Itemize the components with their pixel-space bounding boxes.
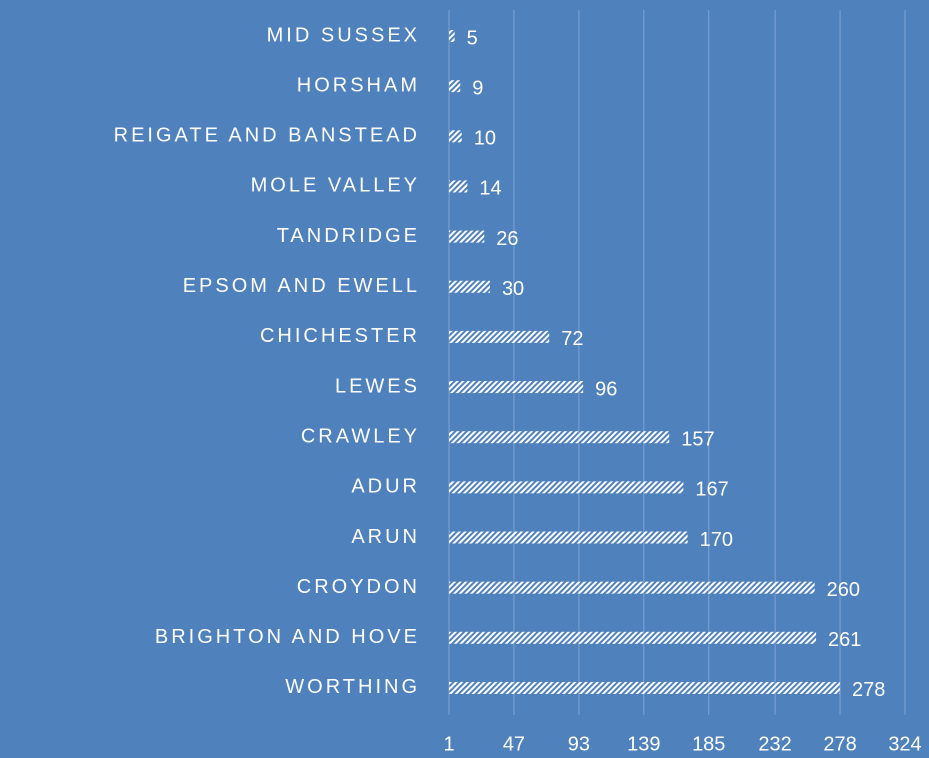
- value-label: 278: [852, 679, 885, 701]
- bar: [449, 381, 584, 394]
- y-tick-label: CROYDON: [297, 576, 420, 598]
- value-label: 167: [695, 479, 728, 501]
- bar: [449, 681, 841, 694]
- y-tick-label: MOLE VALLEY: [251, 175, 420, 197]
- value-label: 157: [681, 428, 714, 450]
- value-label: 30: [502, 278, 524, 300]
- y-tick-label: LEWES: [335, 375, 420, 397]
- x-tick-label: 185: [692, 733, 725, 755]
- bar: [449, 180, 468, 193]
- bar: [449, 330, 550, 343]
- y-tick-label: ADUR: [351, 476, 420, 498]
- bar: [449, 130, 462, 143]
- x-tick-label: 1: [443, 733, 454, 755]
- value-label: 72: [561, 328, 583, 350]
- x-tick-label: 93: [568, 733, 590, 755]
- bar: [449, 30, 455, 42]
- value-label: 260: [827, 579, 860, 601]
- bar: [449, 230, 485, 243]
- y-tick-label: HORSHAM: [297, 74, 420, 96]
- value-label: 10: [474, 128, 496, 150]
- y-tick-label: TANDRIDGE: [277, 225, 420, 247]
- y-tick-label: REIGATE AND BANSTEAD: [114, 125, 420, 147]
- x-tick-label: 232: [758, 733, 791, 755]
- bar: [449, 431, 670, 444]
- y-tick-label: MID SUSSEX: [267, 24, 420, 46]
- value-label: 26: [496, 228, 518, 250]
- x-tick-label: 324: [888, 733, 921, 755]
- y-tick-label: BRIGHTON AND HOVE: [155, 626, 420, 648]
- y-tick-label: CRAWLEY: [301, 425, 420, 447]
- bar: [449, 531, 688, 544]
- bar: [449, 481, 684, 494]
- value-label: 261: [828, 629, 861, 651]
- bar: [449, 581, 815, 594]
- bar: [449, 80, 461, 93]
- x-tick-label: 139: [627, 733, 660, 755]
- value-label: 9: [472, 77, 483, 99]
- value-label: 170: [700, 529, 733, 551]
- y-tick-label: WORTHING: [285, 676, 420, 698]
- value-label: 5: [467, 27, 478, 49]
- x-tick-label: 278: [823, 733, 856, 755]
- value-label: 96: [595, 378, 617, 400]
- value-label: 14: [479, 178, 501, 200]
- bar: [449, 631, 817, 644]
- y-tick-label: ARUN: [351, 526, 420, 548]
- x-tick-label: 47: [503, 733, 525, 755]
- y-tick-label: EPSOM AND EWELL: [183, 275, 420, 297]
- bar: [449, 280, 490, 293]
- y-tick-label: CHICHESTER: [260, 325, 420, 347]
